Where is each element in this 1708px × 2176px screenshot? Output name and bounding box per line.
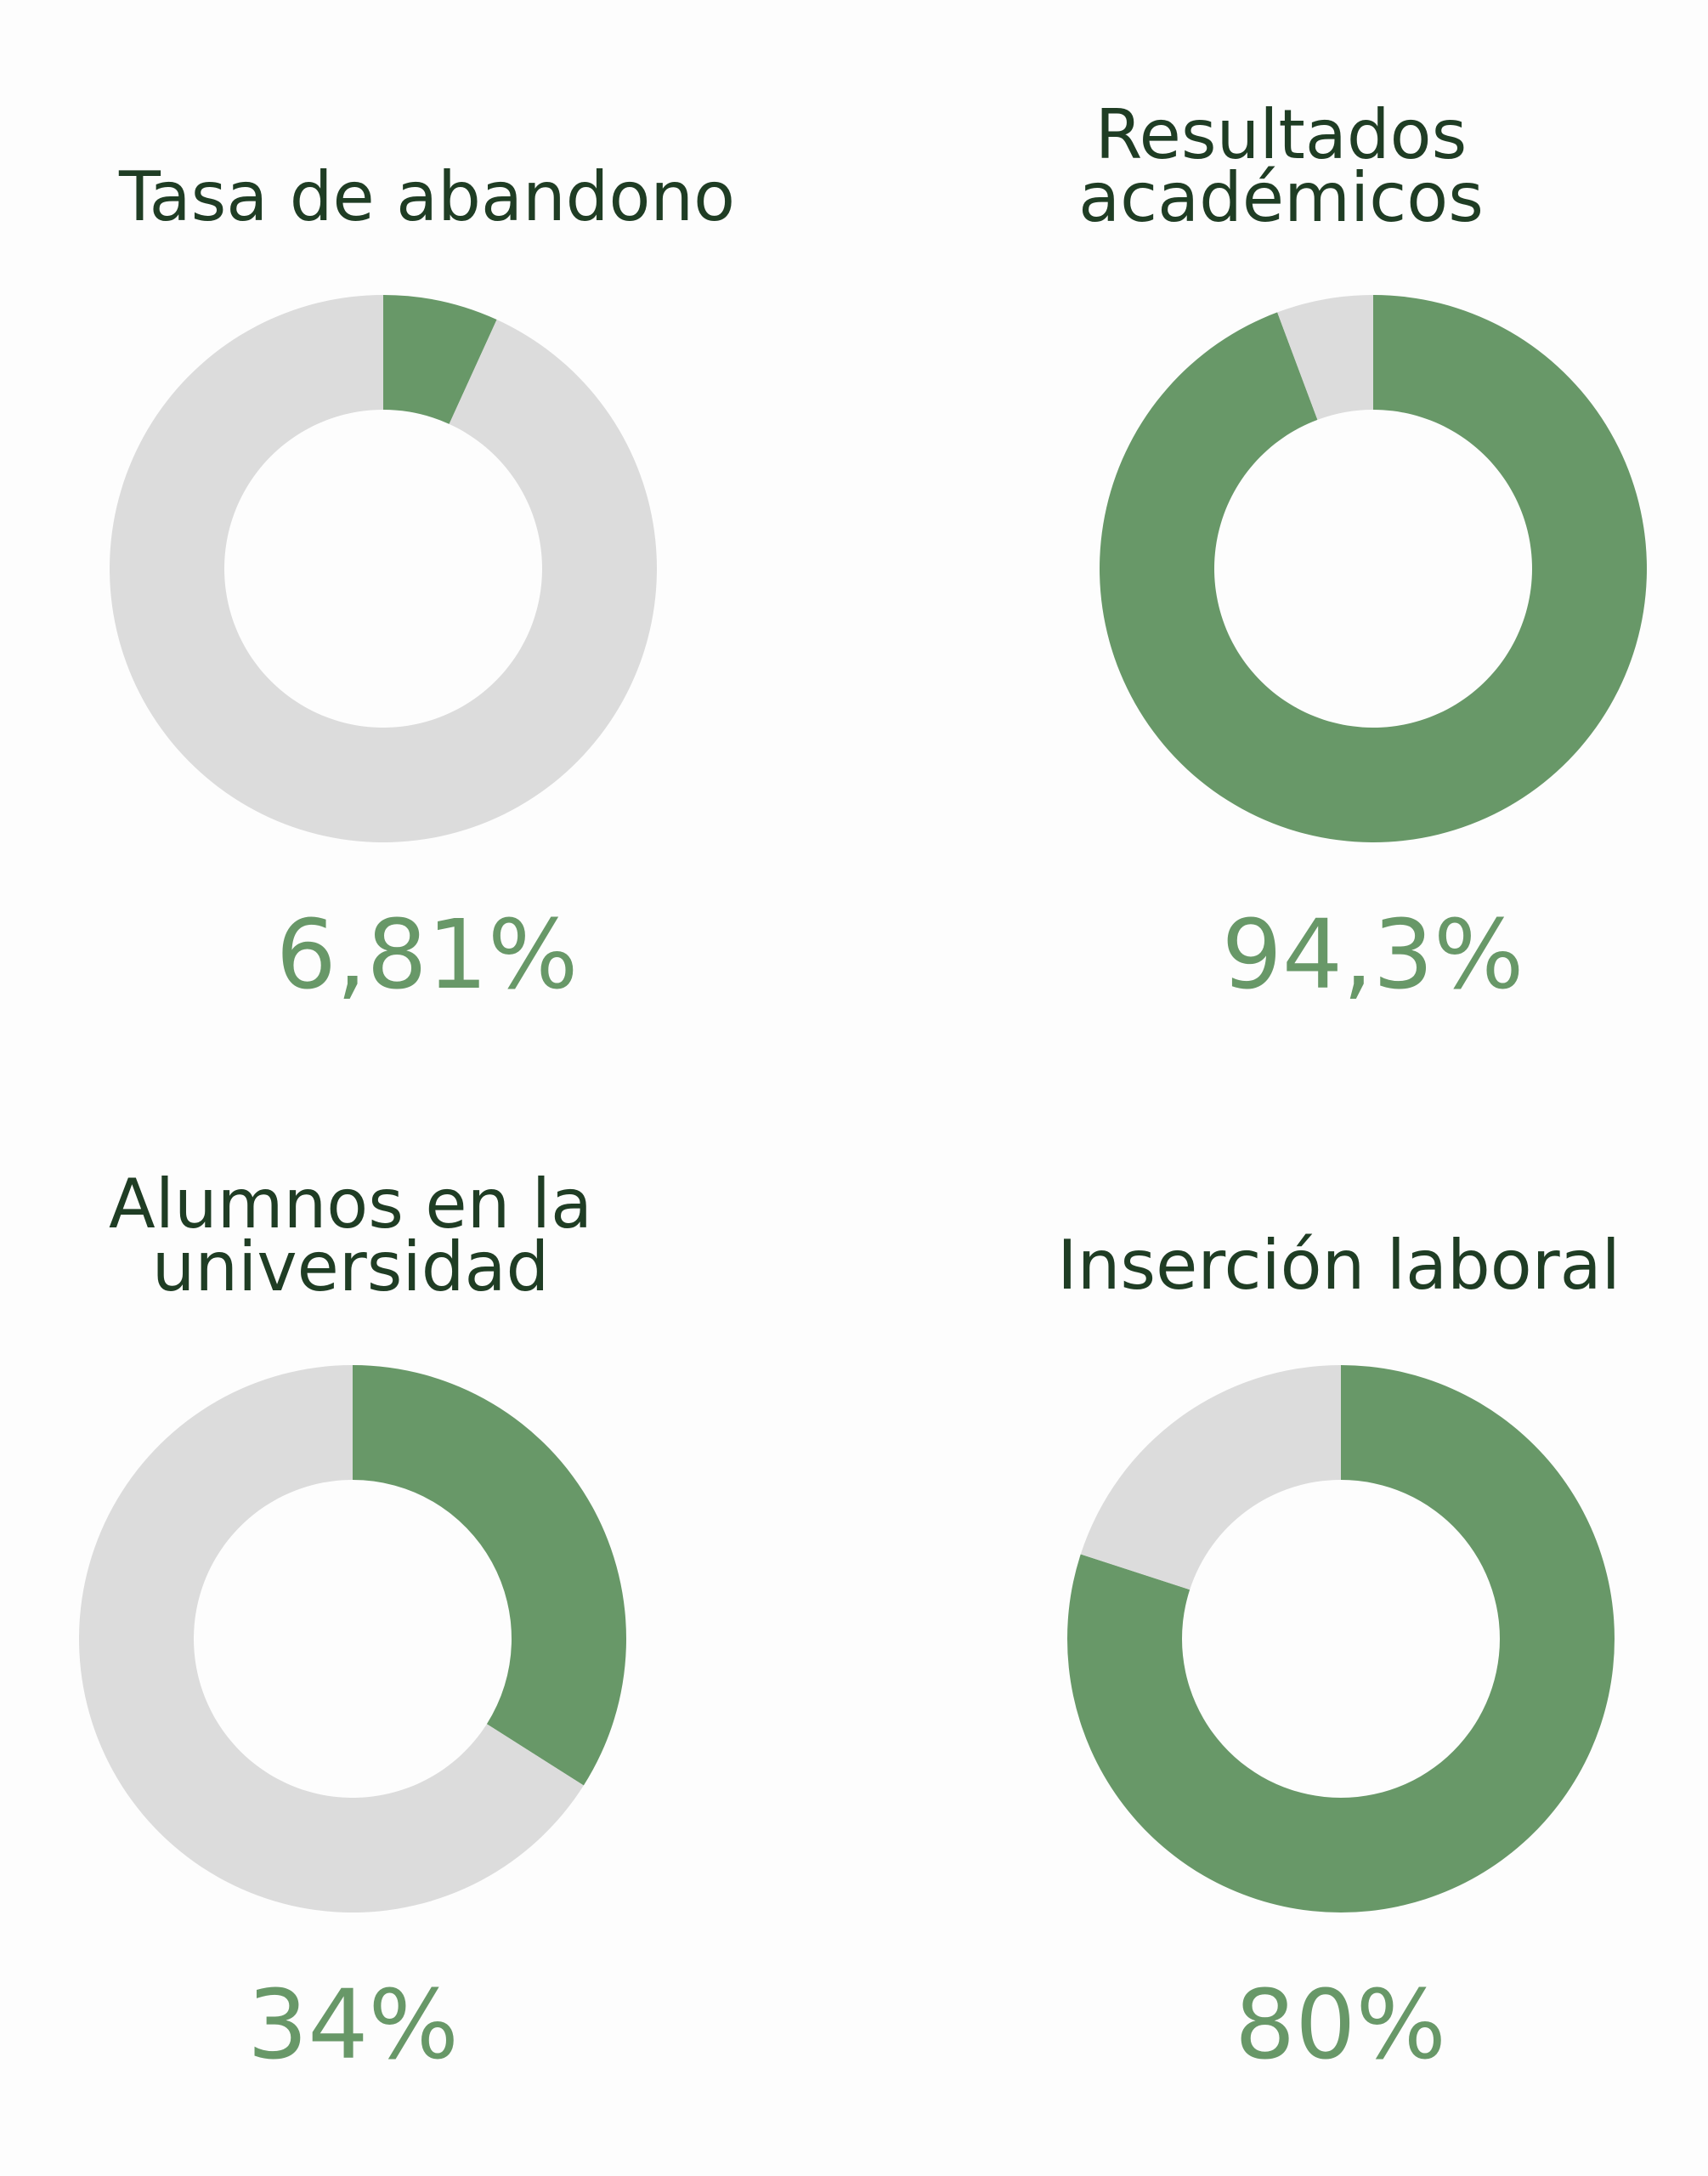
chart-title-line-2: universidad: [151, 1227, 550, 1306]
donut-slice-value: [1067, 1365, 1615, 1912]
panel-tasa-abandono: Tasa de abandono 6,81%: [0, 0, 854, 1088]
value-label: 94,3%: [1221, 900, 1524, 1011]
chart-title: Inserción laboral: [1057, 1226, 1620, 1305]
chart-title-line-2: académicos: [1078, 158, 1484, 237]
donut-chart: [1100, 295, 1647, 842]
donut-slice-remainder: [1277, 295, 1373, 420]
chart-title: Tasa de abandono: [118, 157, 736, 236]
donut-slice-value: [383, 295, 497, 424]
donut-slice-value: [1100, 295, 1647, 842]
panel-resultados-academicos: Resultados académicos 94,3%: [854, 0, 1708, 1088]
panel-insercion-laboral: Inserción laboral 80%: [854, 1088, 1708, 2176]
chart-title: Resultados académicos: [854, 95, 1708, 237]
value-label: 6,81%: [275, 900, 579, 1011]
donut-chart: [110, 295, 658, 842]
donut-slice-remainder: [79, 1365, 584, 1912]
donut-slice-value: [353, 1365, 627, 1786]
chart-title-line-1: Resultados: [1094, 95, 1468, 174]
donut-slice-remainder: [110, 295, 658, 842]
chart-title: Alumnos en la universidad: [0, 1164, 778, 1306]
value-label: 80%: [1235, 1970, 1446, 2081]
donut-chart: [79, 1365, 627, 1912]
donut-slice-remainder: [1080, 1365, 1341, 1590]
value-label: 34%: [247, 1970, 459, 2081]
chart-title-line-1: Alumnos en la: [109, 1164, 592, 1244]
donut-chart: [1067, 1365, 1615, 1912]
panel-alumnos-universidad: Alumnos en la universidad 34%: [0, 1088, 854, 2176]
